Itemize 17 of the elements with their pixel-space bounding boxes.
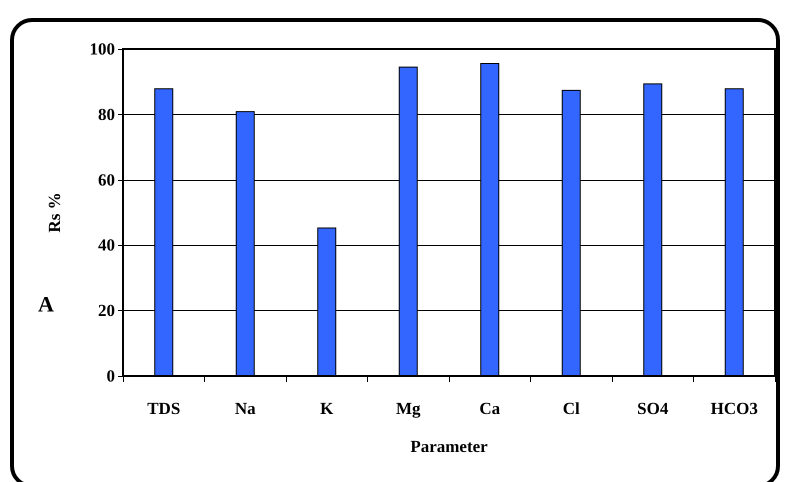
y-tick-label: 20 bbox=[98, 301, 115, 320]
x-axis-title: Parameter bbox=[410, 437, 488, 456]
x-tick-label: TDS bbox=[147, 399, 180, 418]
x-tick-label: HCO3 bbox=[710, 399, 758, 418]
y-tick-label: 0 bbox=[106, 366, 115, 386]
text: A bbox=[38, 292, 54, 316]
x-tick-label: Cl bbox=[562, 399, 580, 418]
x-tick-label: Ca bbox=[479, 399, 501, 418]
x-tick-label: Na bbox=[234, 399, 256, 418]
y-tick-label: 60 bbox=[98, 170, 115, 190]
x-tick-label: SO4 bbox=[637, 399, 669, 418]
y-axis-title: Rs % bbox=[45, 192, 64, 233]
y-tick-label: 80 bbox=[98, 104, 115, 124]
x-tick-label: Mg bbox=[396, 399, 422, 418]
x-tick-label: K bbox=[320, 399, 334, 418]
y-tick-label: 100 bbox=[90, 40, 115, 58]
y-tick-label: 40 bbox=[98, 236, 115, 255]
